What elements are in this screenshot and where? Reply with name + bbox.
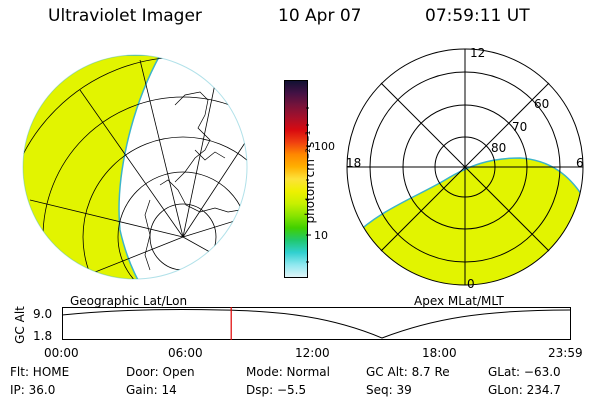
geo-emission-area [23,55,162,279]
polar-grid [346,48,584,286]
polar-mlt-6: 6 [576,156,584,170]
polar-mlt-12: 12 [470,46,486,60]
geo-caption: Geographic Lat/Lon [70,294,188,308]
app-title: Ultraviolet Imager [48,6,202,26]
alt-tick-1-8: 1.8 [33,329,53,343]
sequence-number: Seq: 39 [366,383,412,397]
x-tick-2359: 23:59 [548,346,583,360]
gain-value: Gain: 14 [126,383,177,397]
x-tick-1800: 18:00 [422,346,457,360]
geo-longitude: GLon: 234.7 [488,383,561,397]
polar-mlt-18: 18 [346,156,362,170]
date-label: 10 Apr 07 [278,6,362,26]
door-status: Door: Open [126,365,195,379]
alt-y-label: GC Alt [13,306,27,344]
polar-lat-80: 80 [491,141,507,155]
gc-altitude: GC Alt: 8.7 Re [366,365,450,379]
x-tick-0000: 00:00 [44,346,79,360]
colorbar-tick-10: 10 [314,229,328,242]
colorbar [284,80,308,278]
polar-mlt-0: 0 [467,277,475,291]
mode-status: Mode: Normal [246,365,330,379]
x-tick-1200: 12:00 [295,346,330,360]
time-label: 07:59:11 UT [425,6,530,26]
dsp-value: Dsp: −5.5 [246,383,307,397]
geo-latitude: GLat: −63.0 [488,365,561,379]
altitude-plot [61,307,571,340]
x-tick-0600: 06:00 [168,346,203,360]
flight-status: Flt: HOME [10,365,70,379]
polar-lat-60: 60 [534,97,550,111]
ip-value: IP: 36.0 [10,383,56,397]
polar-lat-70: 70 [512,120,528,134]
polar-caption: Apex MLat/MLT [414,294,504,308]
coastlines [144,91,241,271]
colorbar-ticks [306,107,311,263]
colorbar-tick-100: 100 [314,140,335,153]
alt-tick-9: 9.0 [33,307,53,321]
